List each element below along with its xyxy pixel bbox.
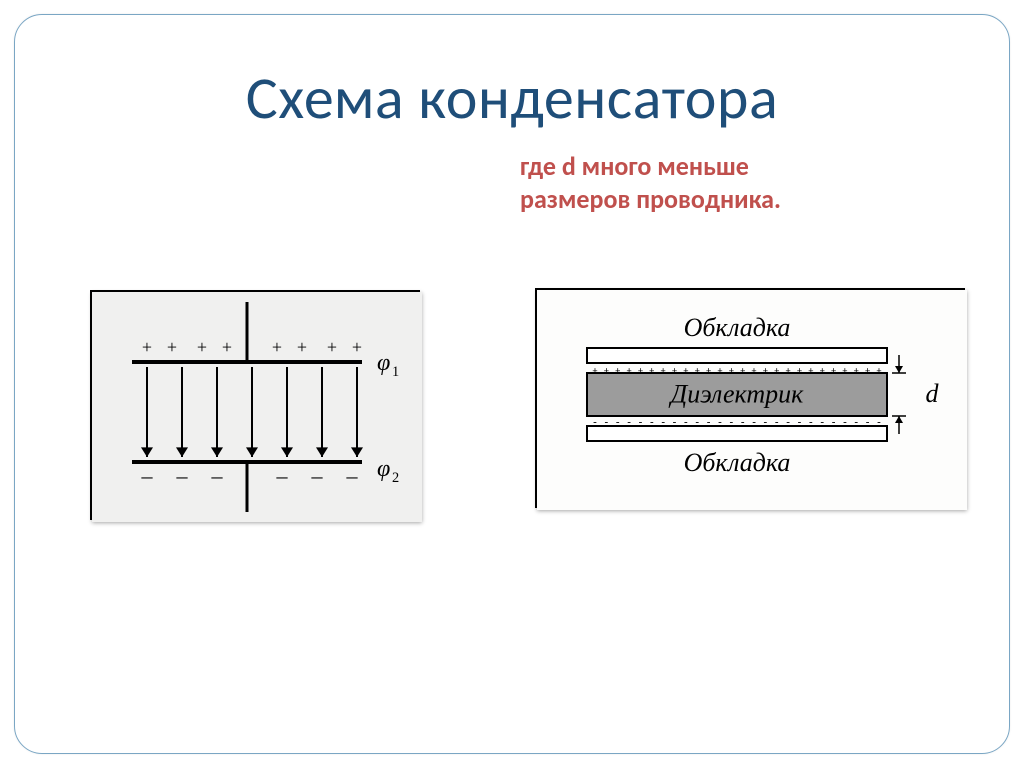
subtitle-line1: где d много меньше (520, 150, 749, 182)
svg-text:–: – (311, 463, 324, 488)
diagram-field-svg: ++++++++––––––φ1φ2 (92, 292, 422, 522)
svg-text:Диэлектрик: Диэлектрик (668, 380, 804, 409)
svg-text:φ: φ (377, 350, 390, 376)
svg-text:2: 2 (392, 470, 399, 486)
subtitle: где d много меньше размеров проводника. (520, 150, 781, 215)
svg-text:–: – (346, 463, 359, 488)
svg-text:+: + (142, 337, 152, 357)
svg-text:1: 1 (392, 364, 399, 380)
svg-text:+: + (272, 337, 282, 357)
svg-text:+: + (167, 337, 177, 357)
subtitle-line2: размеров проводника. (520, 183, 781, 215)
slide-title: Схема конденсатора (0, 62, 1024, 135)
svg-text:+: + (197, 337, 207, 357)
svg-text:d: d (926, 379, 940, 408)
svg-text:–: – (276, 463, 289, 488)
svg-text:+: + (327, 337, 337, 357)
svg-text:+: + (222, 337, 232, 357)
svg-text:φ: φ (377, 456, 390, 482)
svg-text:–: – (176, 463, 189, 488)
svg-text:+: + (352, 337, 362, 357)
diagram-field: ++++++++––––––φ1φ2 (90, 290, 420, 520)
svg-text:+: + (297, 337, 307, 357)
svg-text:–: – (141, 463, 154, 488)
svg-text:Обкладка: Обкладка (684, 448, 791, 477)
diagram-layers: Обкладка++++++++++++++++++++++++++Диэлек… (535, 288, 965, 508)
svg-text:–: – (211, 463, 224, 488)
svg-text:Обкладка: Обкладка (684, 313, 791, 342)
diagram-layers-svg: Обкладка++++++++++++++++++++++++++Диэлек… (537, 290, 967, 510)
